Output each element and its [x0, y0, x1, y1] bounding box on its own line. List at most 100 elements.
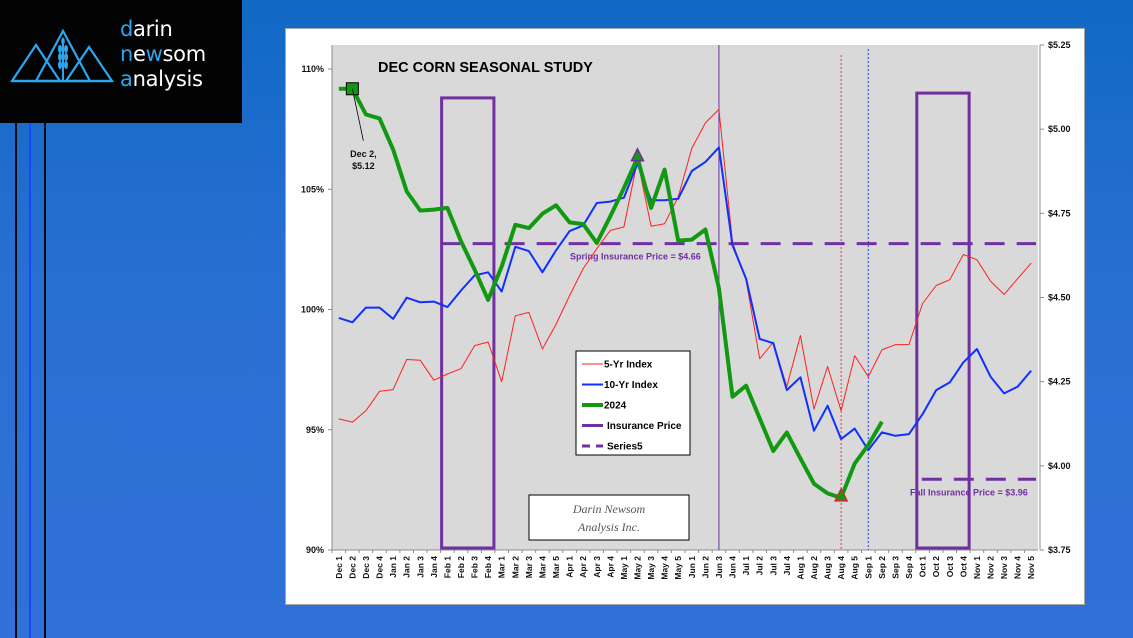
series-line-10-yr-index	[338, 146, 1032, 452]
x-tick-label: Sep 3	[890, 556, 900, 579]
legend-label: Insurance Price	[607, 421, 682, 432]
logo-wordmark: darin newsom analysis	[120, 17, 206, 92]
callout-leader	[351, 88, 364, 141]
y-left-tick-label: 100%	[301, 305, 324, 315]
x-tick-label: Jun 1	[687, 556, 697, 578]
x-tick-label: Feb 2	[456, 556, 466, 578]
x-tick-label: Feb 1	[442, 556, 452, 578]
y-right-tick-label: $4.00	[1048, 461, 1071, 471]
logo-d: d	[120, 17, 134, 41]
y-right-tick-label: $4.25	[1048, 377, 1071, 387]
x-tick-label: Nov 1	[972, 556, 982, 579]
legend-label: 5-Yr Index	[604, 360, 653, 371]
x-tick-label: Mar 4	[537, 556, 547, 578]
logo-n: n	[120, 42, 134, 66]
x-tick-label: Oct 2	[931, 556, 941, 578]
x-tick-label: Oct 4	[958, 556, 968, 578]
spring-window-box	[440, 96, 496, 550]
x-tick-label: Sep 1	[863, 556, 873, 579]
logo-som: som	[162, 42, 207, 66]
logo-e: e	[133, 42, 146, 66]
x-tick-label: Aug 4	[836, 556, 846, 580]
x-tick-label: Jun 3	[714, 556, 724, 578]
x-tick-label: Jan 4	[429, 556, 439, 578]
callout-text: Dec 2,	[350, 149, 377, 159]
decorative-line-black-2	[44, 123, 46, 638]
x-tick-label: Aug 3	[823, 556, 833, 580]
x-tick-label: Apr 4	[605, 556, 615, 578]
x-tick-label: Mar 3	[524, 556, 534, 578]
x-tick-label: Apr 1	[565, 556, 575, 578]
fall-insurance-label: Fall Insurance Price = $3.96	[910, 487, 1028, 497]
x-tick-label: Aug 5	[850, 556, 860, 580]
x-tick-label: Dec 4	[375, 556, 385, 579]
legend-label: 2024	[604, 401, 627, 412]
decorative-line-blue	[29, 123, 31, 638]
x-tick-label: Mar 2	[510, 556, 520, 578]
x-tick-label: Jun 2	[700, 556, 710, 578]
watermark-text: Darin Newsom	[572, 502, 646, 516]
decorative-line-black-1	[15, 123, 17, 638]
x-tick-label: Sep 4	[904, 556, 914, 579]
x-tick-label: Jun 4	[728, 556, 738, 578]
legend: 5-Yr Index 10-Yr Index 2024 Insurance Price…	[575, 350, 691, 456]
y-left-tick-label: 110%	[301, 64, 324, 74]
x-tick-label: Aug 1	[795, 556, 805, 580]
x-tick-label: Feb 3	[470, 556, 480, 578]
watermark-box	[528, 494, 690, 541]
watermark-text: Analysis Inc.	[577, 520, 640, 534]
mountains-wheat-icon	[10, 28, 114, 83]
series-line-5-yr-index	[338, 108, 1032, 423]
x-tick-label: Jan 1	[388, 556, 398, 578]
marker-square	[345, 82, 359, 96]
watermark: Darin Newsom Analysis Inc.	[528, 494, 690, 541]
spring-insurance-label: Spring Insurance Price = $4.66	[570, 252, 701, 262]
y-left-tick-label: 90%	[306, 545, 324, 555]
callout-text: $5.12	[352, 161, 375, 171]
x-tick-label: May 3	[646, 556, 656, 580]
x-tick-label: Sep 2	[877, 556, 887, 579]
x-tick-label: May 4	[660, 556, 670, 580]
x-tick-label: Jan 3	[415, 556, 425, 578]
y-left-tick-label: 95%	[306, 425, 324, 435]
logo: darin newsom analysis	[0, 0, 242, 123]
plot-area	[332, 45, 1038, 550]
marker-triangle	[630, 147, 645, 162]
logo-arin: arin	[133, 17, 173, 41]
series-line-2024	[338, 86, 884, 500]
x-tick-label: Nov 3	[999, 556, 1009, 579]
x-tick-label: Mar 1	[497, 556, 507, 578]
logo-w: w	[145, 42, 163, 66]
x-tick-label: Oct 3	[945, 556, 955, 578]
logo-a: a	[120, 67, 133, 91]
y-right-tick-label: $4.75	[1048, 208, 1071, 218]
y-left-tick-label: 105%	[301, 184, 324, 194]
x-tick-label: Nov 2	[985, 556, 995, 579]
x-tick-label: Mar 5	[551, 556, 561, 578]
x-tick-label: Apr 2	[578, 556, 588, 578]
x-tick-label: Jan 2	[402, 556, 412, 578]
x-tick-label: Jul 2	[755, 556, 765, 576]
legend-label: Series5	[607, 442, 643, 453]
x-tick-label: Feb 4	[483, 556, 493, 578]
y-right-tick-label: $5.25	[1048, 40, 1071, 50]
marker-triangle	[833, 487, 849, 502]
y-right-tick-label: $3.75	[1048, 545, 1071, 555]
x-tick-label: May 5	[673, 556, 683, 580]
x-tick-label: Oct 1	[918, 556, 928, 578]
x-tick-label: Apr 3	[592, 556, 602, 578]
x-tick-label: Dec 2	[347, 556, 357, 579]
x-tick-label: May 2	[632, 556, 642, 580]
x-tick-label: May 1	[619, 556, 629, 580]
x-tick-label: Aug 2	[809, 556, 819, 580]
x-tick-label: Nov 5	[1026, 556, 1036, 579]
x-tick-label: Jul 3	[768, 556, 778, 576]
chart-frame: 90% 95% 100% 105% 110% $3.75 $4.00 $4.25 $4.50 $4…	[285, 28, 1085, 605]
x-tick-label: Dec 3	[361, 556, 371, 579]
seasonal-chart: 90% 95% 100% 105% 110% $3.75 $4.00 $4.25 $4.50 $4…	[301, 40, 1071, 580]
x-tick-label: Dec 1	[334, 556, 344, 579]
y-right-tick-label: $5.00	[1048, 124, 1071, 134]
legend-label: 10-Yr Index	[604, 380, 658, 391]
logo-nalysis: nalysis	[132, 67, 203, 91]
x-tick-label: Jul 4	[782, 556, 792, 576]
